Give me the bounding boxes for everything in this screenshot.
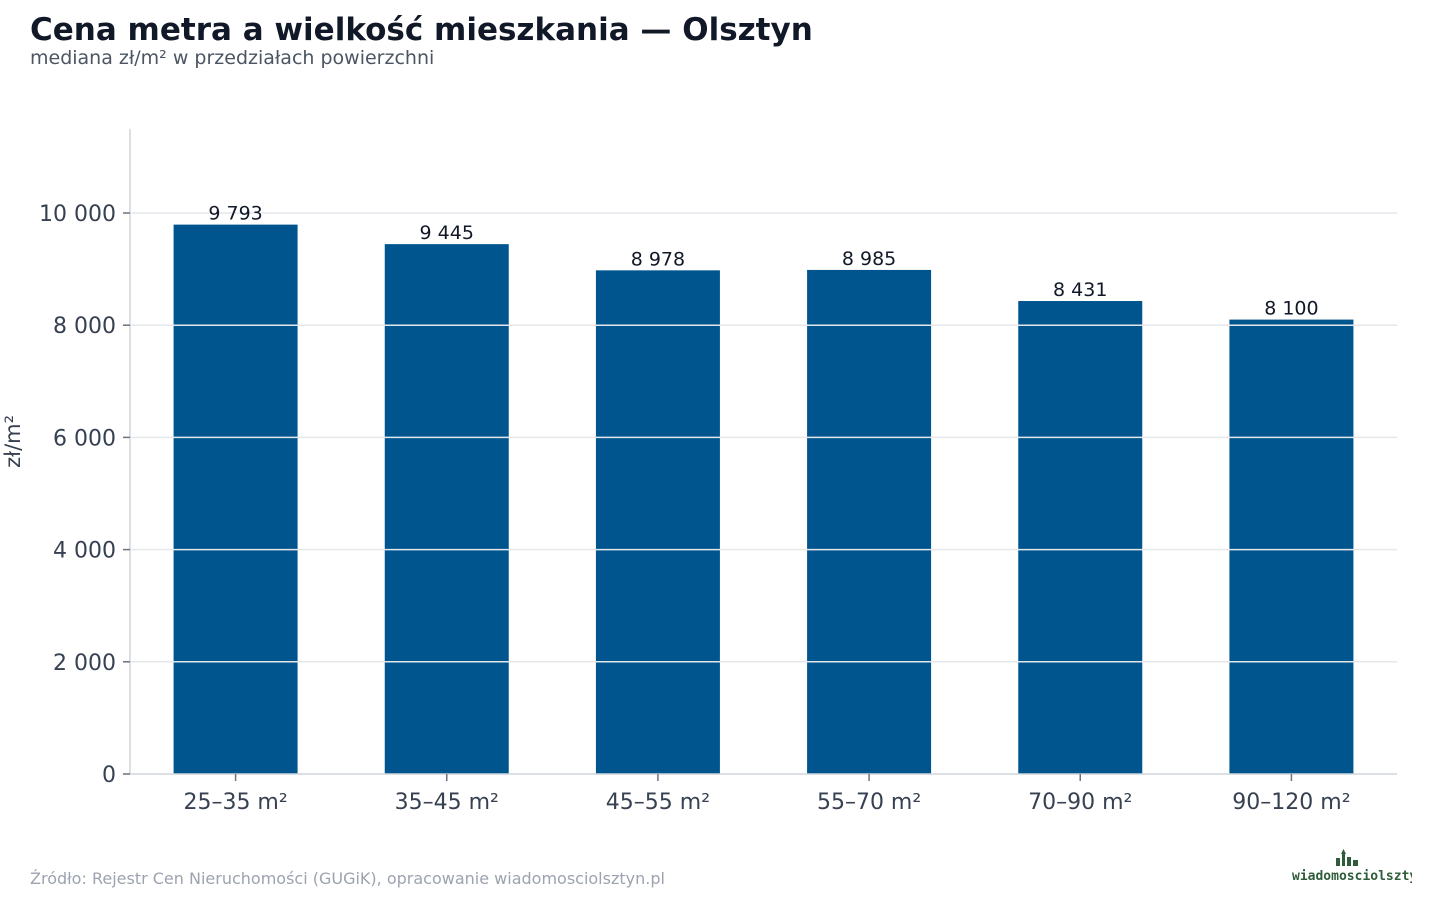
bar-4 [1018,301,1143,774]
bar-3 [807,269,932,774]
data-label-5: 8 100 [1264,298,1318,320]
y-tick-label-2: 4 000 [53,539,116,564]
y-tick-label-5: 10 000 [39,202,116,227]
bar-5 [1229,319,1354,774]
data-label-3: 8 985 [842,248,896,270]
bar-2 [595,270,720,774]
bar-0 [173,224,298,775]
y-tick-label-3: 6 000 [53,426,116,451]
x-tick-label-0: 25–35 m² [183,790,287,815]
data-label-2: 8 978 [631,248,685,270]
y-tick-label-0: 0 [102,763,116,788]
data-label-0: 9 793 [208,203,262,225]
x-tick-label-5: 90–120 m² [1232,790,1350,815]
y-tick-label-1: 2 000 [53,651,116,676]
chart-title: Cena metra a wielkość mieszkania — Olszt… [30,12,813,48]
x-tick-label-2: 45–55 m² [606,790,710,815]
chart-subtitle: mediana zł/m² w przedziałach powierzchni [30,47,435,69]
x-tick-label-3: 55–70 m² [817,790,921,815]
source-note: Źródło: Rejestr Cen Nieruchomości (GUGiK… [30,869,665,888]
bar-1 [384,244,509,774]
data-label-4: 8 431 [1053,279,1107,301]
x-tick-label-4: 70–90 m² [1028,790,1132,815]
y-tick-label-4: 8 000 [53,314,116,339]
x-tick-label-1: 35–45 m² [395,790,499,815]
site-logo: wiadomosciolsztyn.pl [1292,849,1412,884]
logo-text: wiadomosciolsztyn.pl [1292,869,1412,884]
y-axis-label: zł/m² [1,415,25,468]
data-label-1: 9 445 [420,222,474,244]
